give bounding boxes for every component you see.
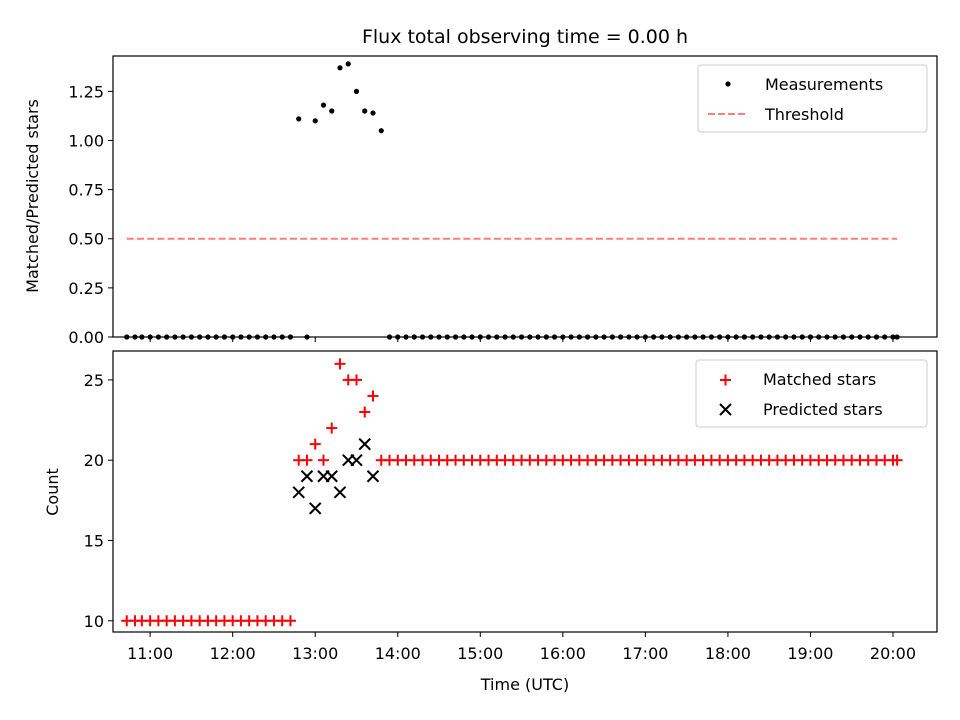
legend-marker-measurements — [725, 81, 731, 87]
x-tick-label: 17:00 — [622, 644, 668, 663]
legend-label-predicted: Predicted stars — [763, 400, 883, 419]
measurement-point — [362, 108, 368, 114]
bottom-y-ticks: 10 15 20 25 — [84, 371, 113, 631]
y-tick-label: 1.25 — [68, 82, 104, 101]
x-stroke-b — [350, 453, 363, 467]
x-tick-label: 13:00 — [292, 644, 338, 663]
x-stroke-b — [333, 486, 347, 499]
y-tick-label: 25 — [84, 371, 104, 390]
x-stroke-b — [300, 470, 314, 483]
bottom-y-axis-label: Count — [43, 468, 62, 516]
x-tick-label: 18:00 — [705, 644, 751, 663]
x-tick-label: 11:00 — [127, 644, 173, 663]
measurement-point — [329, 108, 335, 114]
matched-stars-point — [301, 454, 313, 466]
legend-label-threshold: Threshold — [764, 105, 844, 124]
legend-marker-predicted — [719, 403, 732, 416]
x-tick-label: 15:00 — [457, 644, 503, 663]
x-stroke-b — [358, 437, 371, 451]
matched-stars-point — [309, 438, 321, 450]
bottom-x-ticks: 11:00 12:00 13:00 14:00 15:00 16:00 17:00 18:00… — [127, 632, 916, 663]
matched-stars-point — [359, 406, 371, 418]
x-tick-label: 16:00 — [540, 644, 586, 663]
matched-stars-point — [367, 390, 379, 402]
predicted-stars-point — [309, 502, 322, 515]
y-tick-label: 0.75 — [68, 181, 104, 200]
measurement-point — [345, 61, 351, 67]
top-x-ticks — [149, 337, 894, 342]
legend-label-measurements: Measurements — [765, 75, 883, 94]
predicted-stars-point — [366, 470, 380, 483]
x-stroke-b — [292, 486, 305, 499]
bottom-plot-area — [121, 358, 903, 627]
y-tick-label: 20 — [84, 451, 104, 470]
y-tick-label: 0.00 — [68, 328, 104, 347]
measurement-point — [320, 102, 327, 108]
legend-label-matched: Matched stars — [763, 370, 876, 389]
y-tick-label: 10 — [84, 612, 104, 631]
predicted-stars-point — [358, 437, 371, 451]
chart-title: Flux total observing time = 0.00 h — [362, 26, 688, 48]
y-tick-label: 1.00 — [68, 131, 104, 150]
predicted-stars-point — [325, 470, 338, 483]
matched-stars-point — [891, 454, 903, 466]
predicted-stars-point — [350, 453, 363, 467]
top-legend-box — [697, 64, 928, 133]
predicted-stars-point — [292, 486, 305, 499]
x-tick-label: 14:00 — [375, 644, 421, 663]
measurement-point — [337, 65, 343, 71]
top-y-ticks: 0.00 0.25 0.50 0.75 1.00 1.25 — [68, 82, 113, 347]
x-tick-label: 12:00 — [210, 644, 256, 663]
top-legend: Measurements Threshold — [697, 64, 928, 133]
bottom-axes-frame — [112, 350, 938, 633]
measurement-point — [370, 110, 376, 116]
y-tick-label: 0.50 — [68, 230, 104, 249]
predicted-stars-point — [300, 470, 314, 483]
top-axes-frame — [112, 55, 938, 338]
x-stroke-b — [366, 470, 380, 483]
predicted-stars-point — [333, 486, 347, 499]
x-tick-label: 19:00 — [787, 644, 833, 663]
bottom-legend-box — [695, 359, 928, 428]
matched-stars-point — [326, 422, 338, 434]
measurement-point — [312, 118, 318, 124]
matched-stars-point — [317, 454, 329, 466]
x-tick-label: 20:00 — [870, 644, 916, 663]
y-tick-label: 0.25 — [68, 279, 104, 298]
measurement-point — [378, 128, 384, 134]
x-stroke-b — [325, 470, 338, 483]
measurement-point — [353, 88, 360, 94]
top-panel: Flux total observing time = 0.00 h 0.000… — [23, 26, 938, 347]
top-y-axis-label: Matched/Predicted stars — [23, 99, 42, 293]
matched-stars-point — [350, 374, 362, 386]
matched-stars-point — [334, 358, 346, 370]
matched-stars-point — [284, 615, 296, 627]
measurement-point — [296, 116, 302, 122]
bottom-legend: Matched stars Predicted stars — [695, 359, 928, 428]
legend-marker-matched — [720, 374, 731, 386]
x-axis-label: Time (UTC) — [480, 675, 569, 694]
y-tick-label: 15 — [84, 531, 104, 550]
x-stroke-b — [309, 502, 322, 515]
